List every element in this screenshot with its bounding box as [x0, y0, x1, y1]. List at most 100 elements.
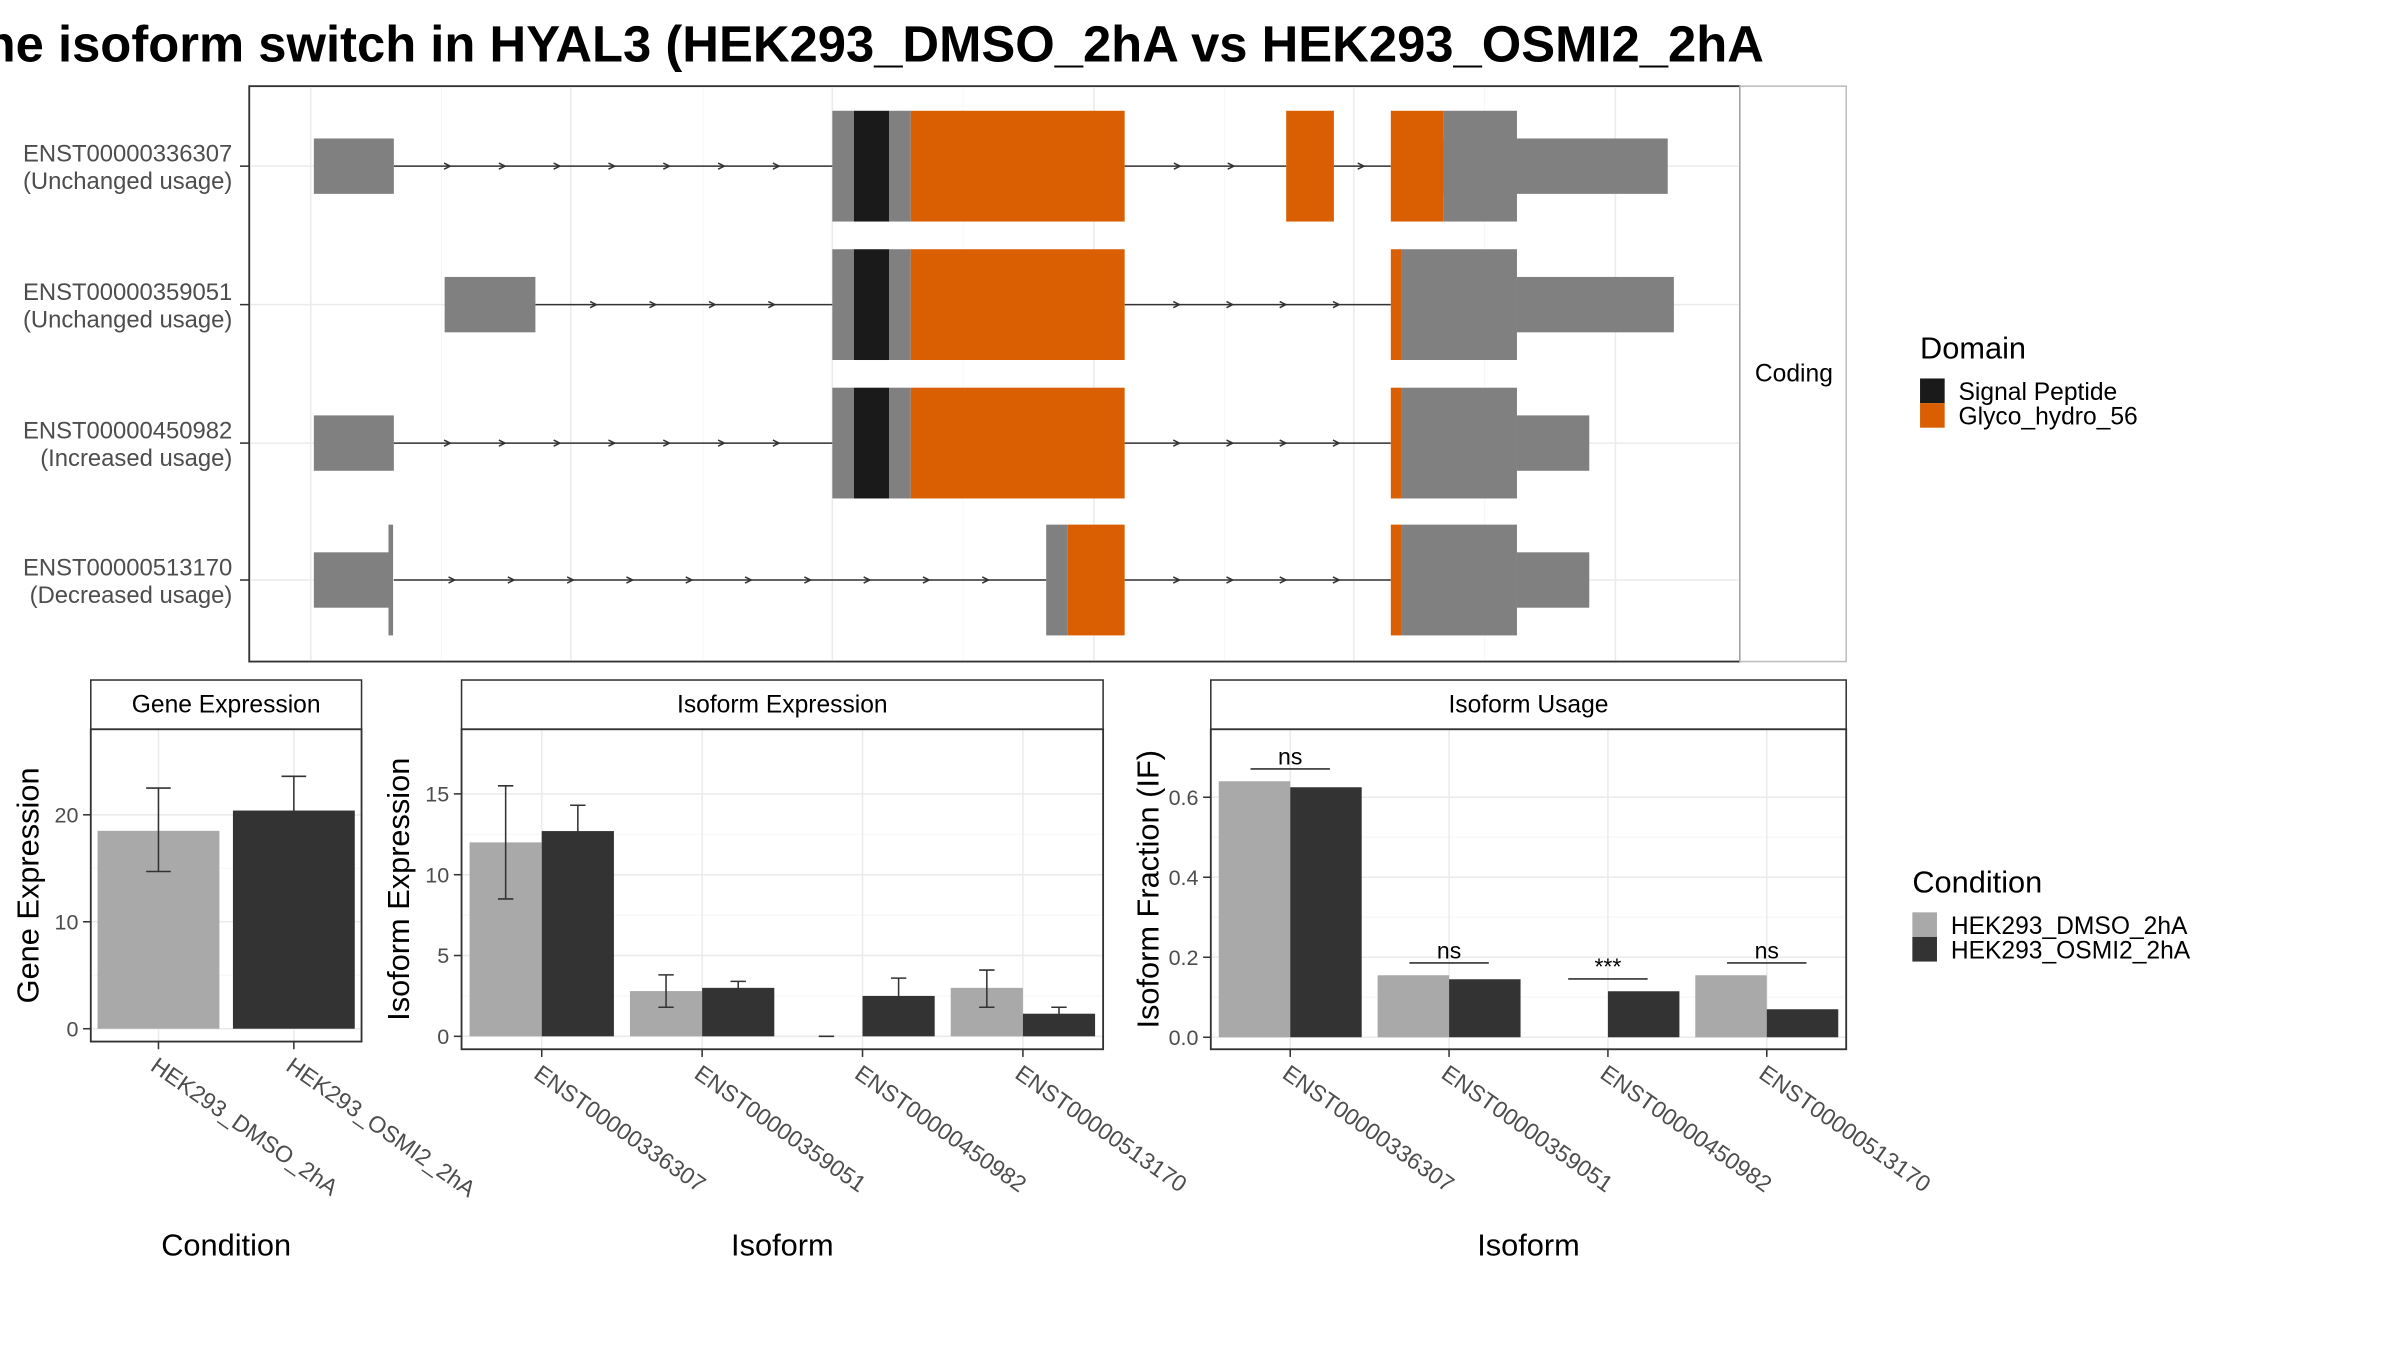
intron-arrow	[1226, 300, 1235, 309]
intron-arrow	[981, 576, 991, 584]
y-tick-label: 15	[425, 783, 449, 807]
facet-strip-coding	[1739, 85, 1847, 663]
panel-border	[1209, 728, 1848, 1051]
bar-HEK293_OSMI2_2hA-ENST00000513170	[1766, 1009, 1839, 1038]
transcript-id-label: ENST00000336307	[23, 141, 232, 168]
intron-arrow	[443, 162, 452, 170]
coding-segment	[853, 387, 890, 499]
y-tick-label: 0	[437, 1025, 449, 1049]
coding-segment	[1443, 110, 1517, 222]
intron-arrow	[448, 576, 457, 584]
coding-segment	[910, 387, 1125, 499]
bar-HEK293_OSMI2_2hA-ENST00000336307	[1290, 787, 1362, 1038]
panel-border	[89, 728, 363, 1043]
coding-segment	[1046, 524, 1068, 636]
coding-segment	[1401, 387, 1517, 499]
x-tick-label: ENST00000359051	[1437, 1060, 1618, 1198]
intron-arrow	[662, 439, 672, 447]
intron-arrow	[1173, 162, 1182, 170]
intron-arrow	[1227, 162, 1236, 170]
bar-HEK293_DMSO_2hA-ENST00000336307	[1218, 781, 1291, 1038]
legend-key-glyco-hydro	[1920, 403, 1945, 428]
intron-arrow	[662, 162, 672, 170]
transcript-id-label: ENST00000513170	[23, 554, 232, 581]
transcript-models	[313, 110, 1674, 636]
intron-arrow	[498, 162, 507, 170]
domain-legend-title: Domain	[1920, 330, 2026, 365]
coding-segment	[1286, 110, 1334, 222]
transcript-usage-label: (Unchanged usage)	[23, 168, 232, 195]
intron-arrow	[685, 576, 694, 584]
error-bar	[890, 977, 907, 1015]
bar-HEK293_DMSO_2hA-ENST00000359051	[1377, 975, 1450, 1038]
coding-segment	[853, 110, 890, 222]
utr-exon	[1516, 276, 1674, 333]
significance-label: ***	[1594, 953, 1621, 979]
coding-segment	[889, 249, 911, 361]
utr-exon	[1516, 415, 1590, 471]
coding-segment	[1390, 110, 1444, 222]
intron-arrow	[566, 576, 576, 584]
intron-arrow	[804, 576, 813, 584]
significance-label: ns	[1278, 743, 1302, 769]
panel-title: Isoform Usage	[1448, 691, 1608, 718]
intron-arrow	[1357, 162, 1366, 170]
error-bar	[497, 785, 514, 900]
intron-arrow	[553, 439, 562, 447]
x-tick-label: ENST00000336307	[530, 1060, 711, 1198]
x-tick-label: ENST00000450982	[1596, 1060, 1777, 1198]
intron-arrow	[1332, 300, 1341, 309]
legend-label-osmi2: HEK293_OSMI2_2hA	[1951, 937, 2191, 964]
y-tick-label: 5	[437, 944, 449, 968]
figure-title: he isoform switch in HYAL3 (HEK293_DMSO_…	[0, 16, 1764, 73]
significance-label: ns	[1437, 937, 1461, 963]
significance-label: ns	[1755, 937, 1779, 963]
isoform-usage-chart: Isoform Usage ns ns *** ns 0.0 0.2 0.4 0.6 ENST00…	[1130, 679, 1936, 1262]
transcript-labels: ENST00000336307(Unchanged usage) ENST0000…	[23, 141, 250, 609]
bar-HEK293_OSMI2_2hA-ENST00000336307	[541, 831, 614, 1037]
condition-legend-title: Condition	[1912, 864, 2042, 899]
transcript-usage-label: (Decreased usage)	[30, 582, 233, 609]
intron-arrow	[1279, 300, 1288, 309]
cds-boundary-mark	[388, 524, 394, 636]
x-axis-title: Isoform	[731, 1227, 834, 1262]
condition-legend: Condition HEK293_DMSO_2hA HEK293_OSMI2_2…	[1912, 864, 2191, 964]
intron-arrow	[744, 576, 753, 584]
panel-border	[460, 728, 1105, 1051]
intron-arrow	[717, 162, 726, 170]
x-tick-label: ENST00000513170	[1755, 1060, 1936, 1198]
error-bar	[730, 980, 746, 996]
x-tick-label: ENST00000513170	[1011, 1060, 1192, 1198]
coding-segment	[832, 249, 854, 361]
error-bar	[1051, 1006, 1067, 1021]
intron-arrow	[772, 162, 781, 170]
intron-arrow	[1172, 300, 1182, 309]
utr-exon	[313, 138, 394, 194]
intron-arrow	[1332, 439, 1341, 447]
intron-arrow	[1172, 439, 1182, 447]
intron-arrow	[708, 300, 717, 309]
coding-segment	[832, 110, 854, 222]
error-bar	[979, 969, 995, 1009]
facet-strip	[460, 679, 1104, 731]
transcript-id-label: ENST00000359051	[23, 279, 232, 306]
utr-exon	[313, 415, 394, 471]
intron-arrow	[443, 439, 452, 447]
legend-key-signal-peptide	[1920, 378, 1945, 404]
panel-title: Gene Expression	[132, 691, 321, 718]
intron-arrow	[608, 439, 617, 447]
coding-segment	[1401, 249, 1517, 361]
coding-segment	[853, 249, 890, 361]
bar-HEK293_DMSO_2hA-ENST00000513170	[1695, 975, 1767, 1038]
y-axis-title: Isoform Fraction (IF)	[1130, 750, 1165, 1029]
y-tick-label: 0.4	[1169, 866, 1199, 890]
y-axis-title: Gene Expression	[10, 767, 45, 1003]
coding-segment	[1390, 524, 1402, 636]
y-tick-label: 10	[425, 863, 449, 887]
transcript-usage-label: (Increased usage)	[40, 445, 232, 472]
error-bar	[570, 804, 586, 857]
transcript-model-ENST00000359051	[444, 249, 1674, 361]
transcript-model-ENST00000336307	[313, 110, 1668, 222]
legend-label-signal-peptide: Signal Peptide	[1959, 379, 2118, 406]
